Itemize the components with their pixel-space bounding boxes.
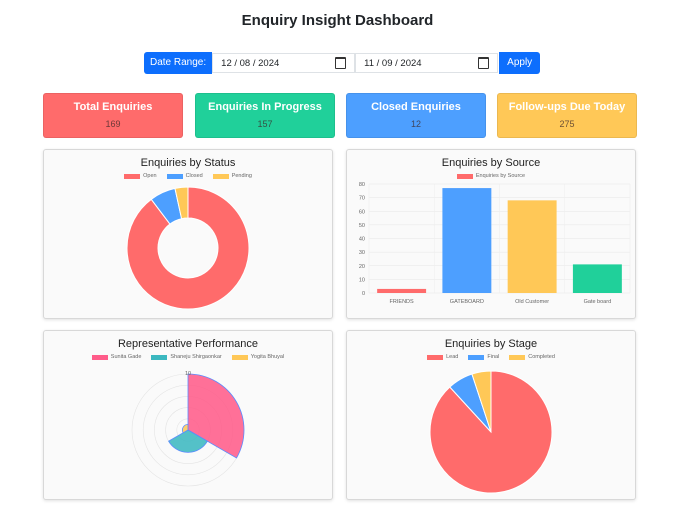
polar-segment-yogita-bhuyal[interactable] [182,423,189,434]
kpi-enquiries-in-progress: Enquiries In Progress 157 [195,93,335,138]
kpi-value: 12 [410,119,421,129]
chart-legend: Sunita Gade Shaneju Shirgaonkar Yogita B… [44,354,332,360]
chart-legend: Enquiries by Source [347,173,635,179]
y-tick-label: 0 [362,291,365,297]
y-tick-label: 30 [359,250,365,256]
legend-item[interactable]: Final [468,354,499,360]
calendar-icon[interactable] [478,57,490,69]
slice-open[interactable] [126,186,250,310]
kpi-value: 275 [559,119,575,129]
kpi-title: Total Enquiries [73,101,153,113]
date-range-filter: Date Range: 12 / 08 / 2024 11 / 09 / 202… [144,52,541,74]
kpi-title: Follow-ups Due Today [508,101,626,113]
y-tick-label: 50 [359,223,365,229]
date-range-label: Date Range: [144,52,213,74]
chart-card-stage: Enquiries by Stage Lead Final Completed [346,330,636,500]
y-tick-label: 10 [359,277,365,283]
legend-item[interactable]: Completed [509,354,555,360]
x-tick-label: Gate board [584,299,612,305]
kpi-value: 169 [105,119,121,129]
legend-item[interactable]: Shaneju Shirgaonkar [151,354,222,360]
chart-legend: Open Closed Pending [44,173,332,179]
calendar-icon[interactable] [335,57,347,69]
chart-card-status: Enquiries by Status Open Closed Pending [43,149,333,319]
x-tick-label: FRIENDS [390,299,414,305]
chart-legend: Lead Final Completed [347,354,635,360]
chart-card-source: Enquiries by Source Enquiries by Source … [346,149,636,319]
kpi-title: Closed Enquiries [371,101,461,113]
apply-button[interactable]: Apply [499,52,541,74]
legend-item[interactable]: Sunita Gade [91,354,141,360]
legend-item[interactable]: Lead [427,354,458,360]
source-bar-chart: 0 10 20 30 40 50 60 70 80 FRIENDS GATEBOARD Old Cus… [359,182,631,305]
y-tick-label: 80 [359,182,365,188]
chart-card-representative: Representative Performance Sunita Gade S… [43,330,333,500]
chart-title: Enquiries by Stage [444,338,538,350]
slice-completed[interactable] [471,370,492,433]
y-tick-label: 40 [359,237,365,243]
polar-segment-shaneju-shirgaonkar[interactable] [168,429,208,453]
bar-old-customer[interactable] [507,200,557,293]
x-tick-label: GATEBOARD [450,299,484,305]
legend-item[interactable]: Closed [166,173,203,179]
legend-item[interactable]: Yogita Bhuyal [231,354,284,360]
kpi-closed-enquiries: Closed Enquiries 12 [346,93,486,138]
chart-title: Representative Performance [117,338,258,350]
kpi-followups-due-today: Follow-ups Due Today 275 [497,93,637,138]
page-title: Enquiry Insight Dashboard [241,12,434,29]
y-tick-label: 20 [359,264,365,270]
start-date-input[interactable]: 12 / 08 / 2024 [212,53,356,73]
bar-gate-board[interactable] [572,264,622,293]
x-tick-label: Old Customer [515,299,549,305]
start-date-value: 12 / 08 / 2024 [221,57,280,69]
kpi-title: Enquiries In Progress [208,101,322,113]
stage-pie-chart [429,370,553,494]
end-date-value: 11 / 09 / 2024 [364,57,422,69]
bar-gateboard[interactable] [442,188,492,293]
radial-tick-label: 10 [185,371,191,377]
end-date-input[interactable]: 11 / 09 / 2024 [355,53,499,73]
slice-lead[interactable] [429,370,553,494]
legend-item[interactable]: Pending [212,173,252,179]
kpi-value: 157 [257,119,273,129]
y-tick-label: 70 [359,196,365,202]
bar-friends[interactable] [377,288,427,293]
legend-item[interactable]: Enquiries by Source [456,173,525,179]
y-tick-label: 60 [359,209,365,215]
kpi-total-enquiries: Total Enquiries 169 [43,93,183,138]
legend-item[interactable]: Open [124,173,157,179]
slice-pending[interactable] [174,186,189,220]
chart-title: Enquiries by Source [441,157,541,169]
representative-polar-chart: 10 [131,371,245,487]
status-doughnut-chart [126,186,250,310]
polar-segment-sunita-gade[interactable] [187,373,245,459]
chart-title: Enquiries by Status [140,157,236,169]
